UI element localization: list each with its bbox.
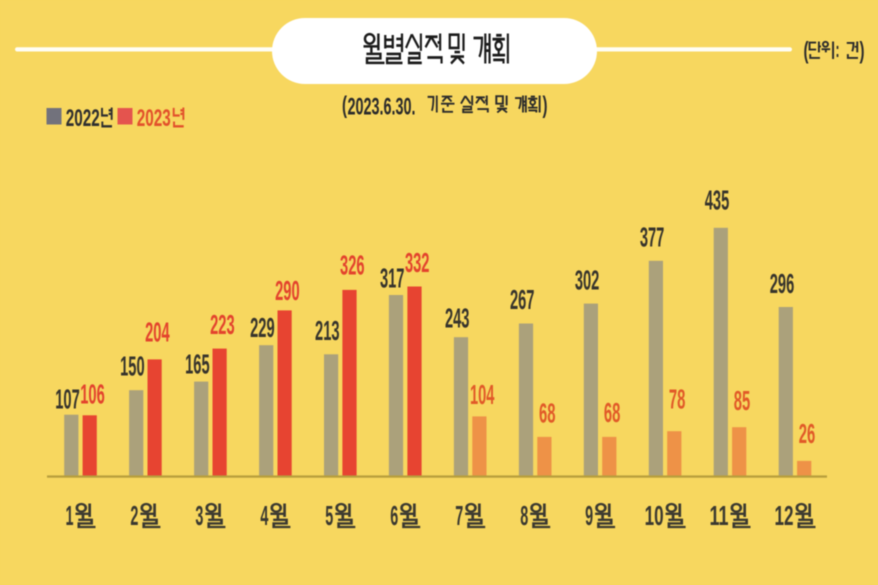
- svg-text:150: 150: [120, 351, 145, 382]
- svg-text:107: 107: [55, 384, 80, 415]
- svg-text:229: 229: [250, 312, 275, 343]
- svg-text:(: (: [342, 92, 347, 119]
- svg-text:106: 106: [80, 379, 105, 410]
- svg-text:204: 204: [145, 317, 170, 348]
- svg-text:243: 243: [445, 303, 470, 334]
- svg-text:317: 317: [380, 263, 405, 294]
- svg-text::: :: [836, 37, 840, 62]
- svg-text:2: 2: [130, 500, 138, 531]
- svg-text:(: (: [804, 38, 809, 65]
- svg-text:12: 12: [775, 500, 794, 531]
- svg-text:267: 267: [510, 284, 535, 315]
- svg-text:9: 9: [585, 500, 593, 531]
- svg-text:4: 4: [260, 500, 268, 531]
- svg-text:2022: 2022: [66, 105, 100, 132]
- svg-text:11: 11: [710, 500, 729, 531]
- svg-text:5: 5: [325, 500, 333, 531]
- svg-text:104: 104: [470, 379, 495, 410]
- svg-text:1: 1: [66, 500, 74, 531]
- svg-text:68: 68: [604, 397, 621, 428]
- svg-text:332: 332: [405, 247, 430, 278]
- svg-text:6: 6: [390, 500, 398, 531]
- svg-text:290: 290: [275, 275, 300, 306]
- svg-text:213: 213: [315, 315, 340, 346]
- svg-text:326: 326: [340, 249, 365, 280]
- svg-text:26: 26: [799, 418, 816, 449]
- svg-text:68: 68: [539, 398, 556, 429]
- svg-text:2023: 2023: [137, 105, 171, 132]
- svg-text:): ): [543, 92, 548, 119]
- svg-text:10: 10: [645, 500, 664, 531]
- svg-text:165: 165: [185, 349, 210, 380]
- svg-text:377: 377: [640, 222, 665, 253]
- svg-text:): ): [860, 38, 865, 65]
- svg-text:8: 8: [520, 500, 528, 531]
- svg-text:3: 3: [195, 500, 203, 531]
- svg-text:223: 223: [210, 309, 235, 340]
- svg-text:435: 435: [705, 185, 730, 216]
- svg-text:78: 78: [669, 384, 686, 415]
- svg-text:85: 85: [734, 385, 751, 416]
- svg-text:2023.6.30.: 2023.6.30.: [348, 94, 416, 121]
- svg-text:302: 302: [575, 265, 600, 296]
- svg-text:296: 296: [770, 268, 795, 299]
- svg-text:7: 7: [455, 500, 463, 531]
